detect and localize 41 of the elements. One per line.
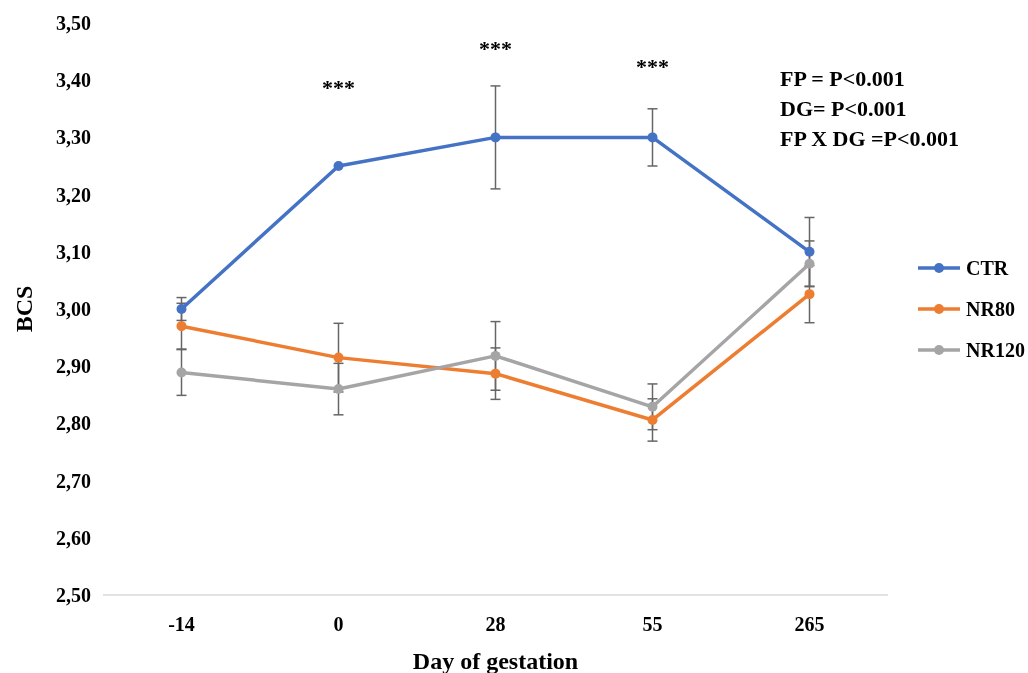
point [804,289,815,300]
point [176,367,187,378]
legend-label: CTR [966,257,1009,279]
point [647,132,658,143]
x-tick-label: 265 [794,613,825,635]
point [490,368,501,379]
y-tick-label: 3,10 [56,240,91,263]
annotation: *** [479,35,512,61]
x-tick-label: 55 [642,613,663,635]
y-tick-label: 2,60 [56,526,91,549]
x-tick-label: 0 [333,613,344,635]
point [176,321,187,332]
x-tick-label: -14 [168,613,195,635]
point [333,161,344,171]
y-tick-label: 3,40 [56,69,91,92]
point [176,304,187,314]
x-tick-label: 28 [485,613,506,635]
legend-label: NR120 [966,339,1025,361]
annotation: *** [636,53,669,79]
point [333,352,344,363]
point [804,246,815,257]
point [647,401,658,412]
y-tick-label: 3,30 [56,126,91,149]
annotation: FP = P<0.001 [780,66,905,91]
annotation: FP X DG =P<0.001 [780,126,960,151]
y-tick-label: 2,90 [56,355,91,378]
legend-label: NR80 [966,298,1015,320]
y-tick-label: 2,50 [56,584,91,606]
point [490,132,501,143]
y-tick-label: 3,20 [56,183,91,206]
annotation: DG= P<0.001 [780,96,907,121]
point [333,384,344,395]
point [647,414,658,425]
point [804,258,815,269]
y-tick-label: 3,50 [56,12,91,34]
y-tick-label: 2,80 [56,412,91,435]
point [490,350,501,361]
y-tick-label: 2,70 [56,469,91,492]
annotation: *** [322,74,355,100]
y-tick-label: 3,00 [56,298,91,320]
y-axis-title: BCS [11,285,37,333]
